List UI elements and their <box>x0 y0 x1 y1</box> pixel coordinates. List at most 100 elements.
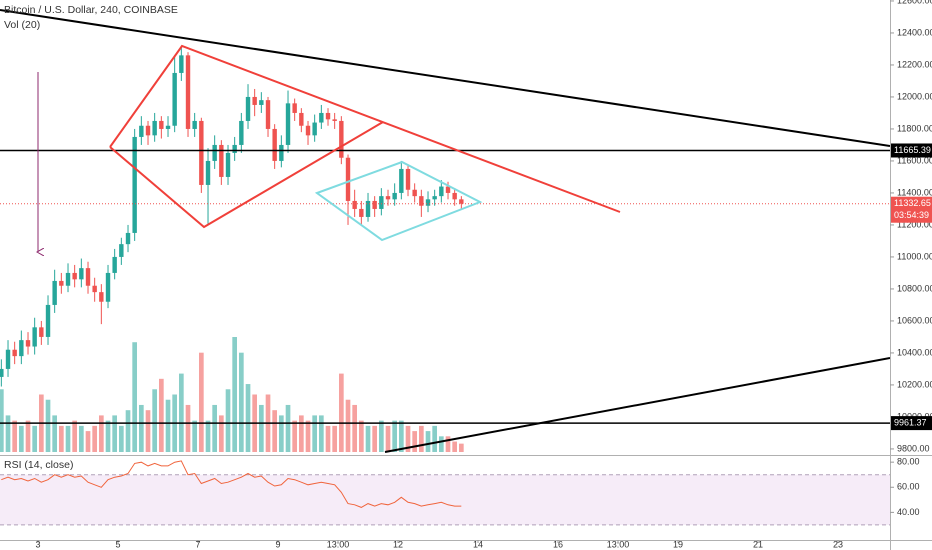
volume-bar <box>425 431 431 452</box>
volume-bar <box>305 420 311 452</box>
candle-body <box>179 55 184 73</box>
candle-body <box>85 268 91 286</box>
y-tick-label: 10400.00 <box>897 347 932 357</box>
candle-body <box>99 292 104 302</box>
volume-bar <box>179 373 184 452</box>
volume-bar <box>5 415 11 452</box>
volume-bar <box>52 415 57 452</box>
x-tick-label: 21 <box>753 539 763 549</box>
volume-bar <box>219 415 224 452</box>
rsi-y-tick-label: 40.00 <box>897 507 920 517</box>
candle-body <box>359 208 364 217</box>
volume-bar <box>319 415 324 452</box>
candle-body <box>52 280 57 305</box>
chart-title: Bitcoin / U.S. Dollar, 240, COINBASE <box>4 4 178 16</box>
trend-line <box>384 357 890 453</box>
candle-body <box>72 272 77 280</box>
candle-body <box>79 268 84 280</box>
y-tick-label: 9800.00 <box>897 443 930 453</box>
y-tick-label: 12200.00 <box>897 59 932 69</box>
price-layer <box>0 45 890 424</box>
candle-body <box>299 112 304 126</box>
volume-bar <box>445 436 451 452</box>
y-tick-label: 10800.00 <box>897 283 932 293</box>
candle-body <box>392 192 397 200</box>
volume-bar <box>212 404 217 452</box>
y-tick-label: 10600.00 <box>897 315 932 325</box>
volume-bar <box>79 425 84 452</box>
y-tick-label: 12400.00 <box>897 27 932 37</box>
volume-bar <box>205 420 211 452</box>
volume-bar <box>65 425 71 452</box>
candle-body <box>285 103 291 145</box>
volume-bar <box>379 420 384 452</box>
candle-body <box>412 189 417 197</box>
volume-label: Vol (20) <box>4 19 40 31</box>
candle-body <box>32 327 37 347</box>
candle-body <box>105 272 111 302</box>
candle-body <box>312 122 317 136</box>
candle-body <box>165 125 171 129</box>
last-price-bg <box>891 196 932 223</box>
candle-body <box>152 120 157 136</box>
candle-body <box>252 96 257 105</box>
red-pattern <box>109 121 384 229</box>
candle-body <box>132 136 137 233</box>
volume-bar <box>0 389 4 452</box>
volume-bar <box>199 352 204 452</box>
volume-bar <box>392 420 397 452</box>
y-tick-label: 12600.00 <box>897 0 932 5</box>
candle-body <box>159 120 164 129</box>
x-tick-label: 5 <box>115 539 120 549</box>
candle-body <box>12 349 17 357</box>
candle-body <box>39 327 44 337</box>
volume-bar <box>419 425 424 452</box>
x-tick-label: 12 <box>393 539 403 549</box>
drawings <box>0 9 890 453</box>
volume-layer <box>0 337 464 452</box>
volume-bar <box>92 425 97 452</box>
price-label: 11665.39 <box>894 145 931 155</box>
candle-body <box>419 196 424 206</box>
volume-bar <box>125 410 131 452</box>
volume-bar <box>345 399 351 452</box>
price-label-bg <box>891 416 932 431</box>
volume-bar <box>259 404 264 452</box>
candle-body <box>219 144 224 177</box>
countdown-label: 03:54:39 <box>894 210 929 220</box>
candle-body <box>305 125 311 136</box>
trend-line <box>0 9 890 147</box>
candle-body <box>279 144 284 161</box>
candle-body <box>345 157 351 201</box>
rsi-y-tick-label: 80.00 <box>897 457 920 467</box>
candle-body <box>205 160 211 185</box>
volume-bar <box>19 425 24 452</box>
x-tick-label: 13:00 <box>607 539 630 549</box>
volume-bar <box>372 425 377 452</box>
candle-body <box>19 340 24 357</box>
volume-bar <box>152 389 157 452</box>
x-tick-label: 16 <box>553 539 563 549</box>
candle-body <box>145 125 151 136</box>
x-tick-label: 7 <box>195 539 200 549</box>
volume-bar <box>132 342 137 452</box>
volume-bar <box>59 425 64 452</box>
candle-body <box>452 192 457 200</box>
volume-bar <box>432 425 437 452</box>
volume-bar <box>459 443 464 452</box>
volume-bar <box>339 373 344 452</box>
rsi-layer <box>0 460 890 526</box>
candle-body <box>265 100 271 129</box>
volume-bar <box>292 420 297 452</box>
volume-bar <box>139 404 144 452</box>
candle-body <box>59 280 64 286</box>
candle-body <box>292 103 297 113</box>
candle-body <box>399 168 404 193</box>
candle-body <box>139 125 144 137</box>
cyan-pattern <box>314 160 483 242</box>
rsi-y-tick-label: 60.00 <box>897 482 920 492</box>
rsi-band <box>0 474 890 525</box>
volume-bar <box>285 404 291 452</box>
y-tick-label: 11800.00 <box>897 123 932 133</box>
candle-body <box>65 272 71 286</box>
